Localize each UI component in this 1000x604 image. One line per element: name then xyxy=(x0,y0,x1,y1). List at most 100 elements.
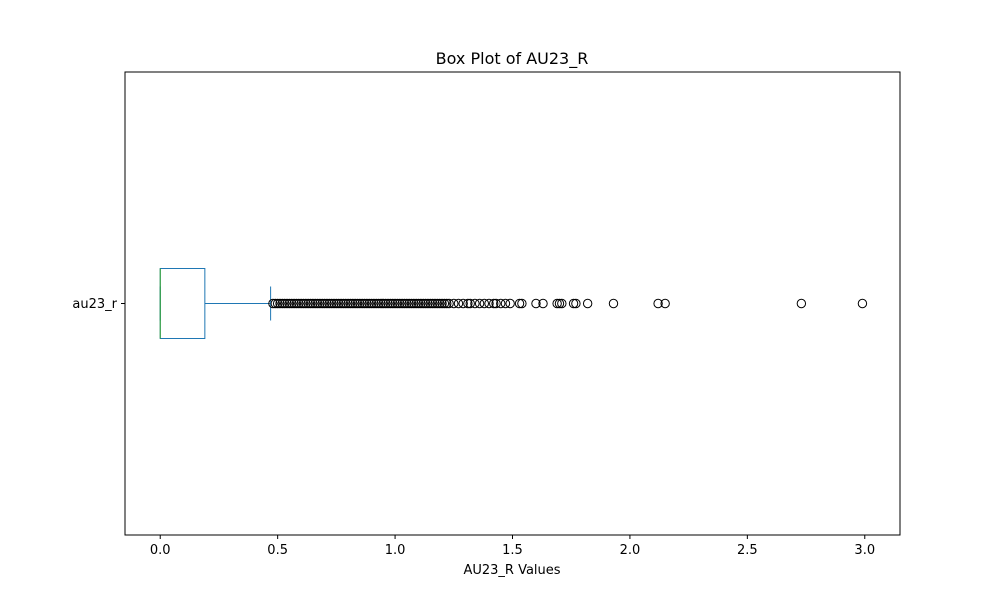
outlier-point xyxy=(291,298,302,309)
outlier-point xyxy=(388,298,398,309)
outlier-point xyxy=(345,298,356,309)
outlier-point xyxy=(341,298,351,309)
outlier-point xyxy=(463,298,473,309)
outlier-point xyxy=(352,298,363,309)
outlier-point xyxy=(319,298,330,309)
outlier-point xyxy=(425,298,436,309)
outlier-point xyxy=(399,298,410,309)
y-axis: au23_r xyxy=(72,297,125,312)
outlier-point xyxy=(557,298,567,309)
outlier-point xyxy=(554,298,565,309)
outlier-point xyxy=(298,298,309,309)
outlier-point xyxy=(505,298,515,309)
outlier-point xyxy=(857,298,868,309)
outlier-point xyxy=(416,298,426,309)
outlier-point xyxy=(289,298,299,309)
outlier-point xyxy=(390,298,400,309)
outlier-point xyxy=(301,298,311,309)
outlier-point xyxy=(409,298,419,309)
outlier-point xyxy=(343,298,353,309)
x-tick-label: 1.5 xyxy=(502,543,523,558)
outlier-point xyxy=(432,298,443,309)
outlier-point xyxy=(653,298,663,309)
outlier-point xyxy=(402,298,412,309)
outlier-point xyxy=(373,298,384,309)
outlier-point xyxy=(571,298,581,309)
outlier-point xyxy=(305,298,316,309)
x-tick-label: 0.0 xyxy=(150,543,171,558)
outlier-point xyxy=(334,298,344,309)
outlier-point xyxy=(317,298,327,309)
outlier-point xyxy=(362,298,372,309)
outlier-point xyxy=(364,298,374,309)
outlier-point xyxy=(294,298,304,309)
outlier-point xyxy=(371,298,381,309)
outlier-point xyxy=(322,298,332,309)
outlier-point xyxy=(538,298,548,309)
outlier-point xyxy=(420,298,431,309)
outlier-point xyxy=(355,298,365,309)
outlier-point xyxy=(439,298,450,309)
outlier-point xyxy=(369,298,379,309)
chart-title: Box Plot of AU23_R xyxy=(436,49,589,69)
outlier-point xyxy=(552,298,562,309)
outlier-point xyxy=(366,298,377,309)
outlier-point xyxy=(331,298,342,309)
outlier-point xyxy=(608,298,619,309)
outlier-point xyxy=(434,298,445,309)
outlier-point xyxy=(496,298,506,309)
outlier-point xyxy=(397,298,407,309)
outlier-point xyxy=(470,298,480,309)
outlier-point xyxy=(458,298,468,309)
outlier-point xyxy=(380,298,391,309)
outlier-point xyxy=(350,298,360,309)
plot-layer xyxy=(159,268,868,339)
outlier-point xyxy=(660,298,670,309)
outlier-point xyxy=(357,298,367,309)
outlier-point xyxy=(275,298,285,309)
outlier-point xyxy=(442,298,452,309)
outlier-point xyxy=(303,298,313,309)
outlier-point xyxy=(359,298,370,309)
outlier-point xyxy=(449,298,459,309)
outlier-point xyxy=(413,298,424,309)
outlier-point xyxy=(430,298,440,309)
outlier-point xyxy=(287,298,297,309)
outlier-point xyxy=(279,298,290,309)
outlier-point xyxy=(336,298,346,309)
outlier-point xyxy=(500,298,511,309)
x-tick-label: 1.0 xyxy=(385,543,406,558)
outlier-point xyxy=(324,298,335,309)
x-axis-label: AU23_R Values xyxy=(463,563,560,578)
x-tick-label: 2.5 xyxy=(737,543,758,558)
outlier-point xyxy=(385,298,396,309)
outlier-point xyxy=(329,298,339,309)
outlier-point xyxy=(514,298,525,309)
outlier-point xyxy=(378,298,389,309)
outlier-point xyxy=(284,298,295,309)
outlier-point xyxy=(338,298,349,309)
outlier-point xyxy=(427,298,438,309)
iqr-box xyxy=(159,268,206,339)
outlier-point xyxy=(376,298,386,309)
outlier-point xyxy=(418,298,428,309)
x-tick-label: 3.0 xyxy=(854,543,875,558)
outlier-point xyxy=(312,298,323,309)
outlier-point xyxy=(395,298,405,309)
outlier-point xyxy=(268,298,278,309)
outlier-point xyxy=(474,298,485,309)
outlier-point xyxy=(272,298,283,309)
outlier-point xyxy=(479,298,490,309)
outlier-point xyxy=(489,298,499,309)
outlier-point xyxy=(423,298,433,309)
outlier-point xyxy=(568,298,579,309)
x-tick-label: 2.0 xyxy=(620,543,641,558)
x-axis: 0.0 0.5 1.0 1.5 2.0 2.5 3.0 xyxy=(150,535,875,558)
y-tick-label: au23_r xyxy=(72,297,117,312)
x-tick-label: 0.5 xyxy=(267,543,288,558)
outlier-point xyxy=(315,298,325,309)
outlier-point xyxy=(437,298,447,309)
outlier-point xyxy=(484,298,494,309)
outlier-point xyxy=(277,298,288,309)
